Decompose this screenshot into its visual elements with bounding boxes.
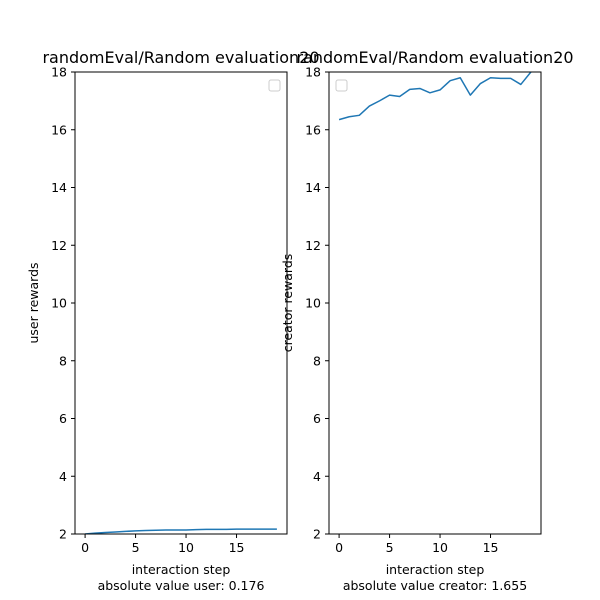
y-tick-label: 8 bbox=[59, 353, 67, 368]
y-tick-label: 12 bbox=[51, 238, 67, 253]
y-tick-label: 6 bbox=[313, 411, 321, 426]
y-tick-label: 10 bbox=[305, 296, 321, 311]
series-line-0 bbox=[338, 72, 532, 121]
x-tick-label: 15 bbox=[483, 540, 499, 555]
y-tick-label: 6 bbox=[59, 411, 67, 426]
y-tick-label: 12 bbox=[305, 238, 321, 253]
y-tick-label: 2 bbox=[313, 527, 321, 542]
x-tick-label: 10 bbox=[178, 540, 194, 555]
x-axis-label: interaction step bbox=[386, 562, 485, 577]
y-tick-label: 2 bbox=[59, 527, 67, 542]
legend-box bbox=[335, 79, 348, 92]
y-tick-label: 10 bbox=[51, 296, 67, 311]
x-tick-label: 5 bbox=[132, 540, 140, 555]
subplot-creator-rewards: randomEval/Random evaluation20 0 5 10 15 2 4 6 8… bbox=[280, 48, 574, 593]
x-tick-label: 15 bbox=[229, 540, 245, 555]
footer-text: absolute value creator: 1.655 bbox=[343, 578, 527, 593]
x-tick-label: 0 bbox=[335, 540, 343, 555]
chart-title: randomEval/Random evaluation20 bbox=[42, 48, 319, 67]
y-tick-label: 14 bbox=[305, 180, 321, 195]
subplot-user-rewards: randomEval/Random evaluation20 0 5 10 15 2 4 6 8… bbox=[26, 48, 320, 593]
y-tick-label: 4 bbox=[313, 469, 321, 484]
y-tick-label: 16 bbox=[305, 122, 321, 137]
y-tick-label: 14 bbox=[51, 180, 67, 195]
y-axis-label: user rewards bbox=[26, 262, 41, 343]
footer-text: absolute value user: 0.176 bbox=[98, 578, 265, 593]
legend-box bbox=[268, 79, 281, 92]
x-tick-label: 0 bbox=[81, 540, 89, 555]
x-tick-label: 10 bbox=[432, 540, 448, 555]
x-axis-label: interaction step bbox=[132, 562, 231, 577]
y-tick-label: 8 bbox=[313, 353, 321, 368]
y-tick-label: 16 bbox=[51, 122, 67, 137]
chart-title: randomEval/Random evaluation20 bbox=[296, 48, 573, 67]
y-tick-label: 4 bbox=[59, 469, 67, 484]
y-tick-label: 18 bbox=[305, 65, 321, 80]
y-axis-label: creator rewards bbox=[280, 254, 295, 353]
series-line-0 bbox=[85, 528, 277, 534]
y-tick-label: 18 bbox=[51, 65, 67, 80]
x-tick-label: 5 bbox=[386, 540, 394, 555]
